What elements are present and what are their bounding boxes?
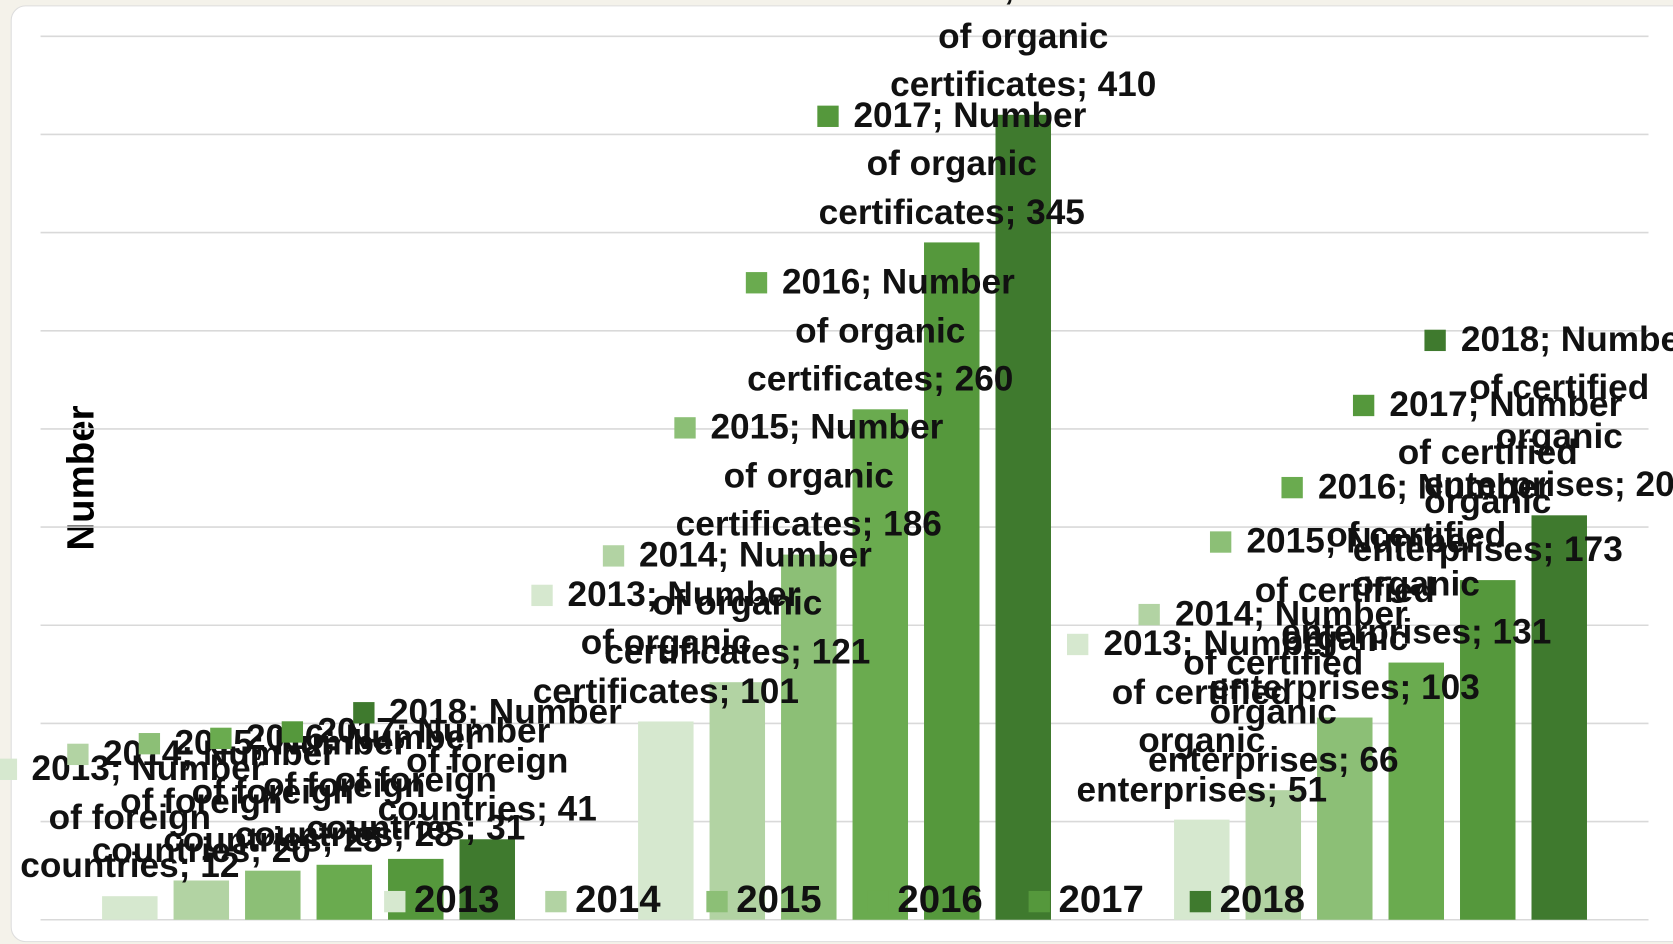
data-label: 2017; Number of organic certificates; 34… — [808, 90, 1096, 236]
data-label-key — [1281, 476, 1304, 499]
data-label-key — [66, 743, 89, 765]
data-label-key — [352, 702, 375, 724]
data-label-text: 2014; Number of organic certificates; 12… — [604, 534, 872, 671]
bar — [1531, 515, 1587, 920]
data-label-key — [138, 733, 160, 755]
data-label-key — [281, 721, 303, 744]
data-label: 2017; Number of certified organic enterp… — [1344, 379, 1632, 573]
legend-label: 2018 — [1220, 878, 1305, 921]
bar — [245, 870, 301, 920]
data-label-text: 2016; Number of organic certificates; 26… — [747, 261, 1015, 399]
data-label-text: 2014; Number of certified organic enterp… — [1148, 593, 1408, 779]
bar — [1245, 790, 1302, 920]
bar — [781, 554, 837, 920]
data-label: 2017; Number of foreign countries; 31 — [272, 707, 560, 853]
data-label: 2018; Number of organic certificates; 41… — [879, 0, 1167, 108]
data-label-key — [674, 417, 696, 439]
data-label-key — [1210, 531, 1232, 554]
data-label-key — [531, 584, 553, 606]
bar — [1317, 717, 1373, 920]
data-label: 2013; Number of certified organic enterp… — [1058, 619, 1346, 813]
data-label: 2015; Number of organic certificates; 18… — [665, 402, 953, 548]
data-label-text: 2017; Number of certified organic enterp… — [1352, 383, 1623, 569]
data-label: 2013; Number of foreign countries; 12 — [0, 744, 274, 890]
data-label: 2016; Number of organic certificates; 26… — [736, 257, 1024, 403]
bar — [924, 242, 980, 920]
data-label: 2014; Number of organic certificates; 12… — [593, 530, 881, 676]
legend-label: 2017 — [1058, 878, 1143, 921]
legend-label: 2014 — [575, 878, 661, 921]
data-label: 2015; Number of certified organic enterp… — [1201, 517, 1489, 711]
data-label-key — [209, 727, 232, 749]
data-label-key — [1353, 394, 1375, 416]
data-label-text: 2017; Number of organic certificates; 34… — [818, 94, 1087, 232]
legend-swatch — [1028, 890, 1050, 913]
data-label-text: 2013; Number of certified organic enterp… — [1076, 623, 1337, 809]
bar — [852, 409, 909, 920]
legend-swatch — [867, 890, 889, 913]
data-label: 2016; Number of foreign countries; 28 — [200, 713, 488, 859]
data-label-key — [817, 105, 839, 127]
legend-swatch — [706, 890, 728, 913]
bar — [459, 839, 516, 920]
data-label-text: 2016; Number of foreign countries; 28 — [234, 716, 479, 854]
legend-label: 2013 — [414, 878, 499, 921]
data-label: 2016; Number of certified organic enterp… — [1272, 462, 1560, 656]
data-label-text: 2013; Number of foreign countries; 12 — [20, 748, 265, 885]
data-label-text: 2017; Number of foreign countries; 31 — [306, 711, 551, 848]
y-axis-label: Number — [59, 405, 102, 550]
legend-swatch — [1189, 890, 1212, 913]
bar — [102, 896, 158, 920]
data-label-key — [602, 545, 625, 567]
data-label-key — [1138, 604, 1161, 626]
bar — [1388, 662, 1445, 920]
data-label-text: 2015; Number of certified organic enterp… — [1209, 521, 1480, 707]
data-label-text: 2018; Number of foreign countries; 41 — [377, 691, 622, 829]
bar — [173, 880, 230, 920]
legend-swatch — [545, 890, 567, 913]
data-label-key — [745, 272, 768, 294]
data-label-key — [1424, 329, 1446, 351]
legend-label: 2016 — [897, 878, 982, 921]
data-label-key — [0, 758, 17, 781]
data-label: 2018; Number of foreign countries; 41 — [343, 687, 631, 833]
data-label: 2014; Number of certified organic enterp… — [1129, 589, 1417, 783]
data-label-key — [1067, 633, 1089, 656]
bar — [316, 864, 373, 920]
data-label-text: 2016; Number of certified organic enterp… — [1281, 466, 1552, 652]
bar — [995, 114, 1051, 920]
data-label: 2018; Number of certified organic enterp… — [1415, 315, 1673, 509]
data-label-text: 2015; Number of organic certificates; 18… — [675, 406, 944, 544]
data-label: 2013; Number of organic certificates; 10… — [522, 569, 810, 715]
bar — [709, 682, 766, 920]
bar — [638, 721, 694, 920]
bar — [1460, 580, 1516, 920]
data-label-text: 2018; Number of organic certificates; 41… — [890, 0, 1158, 104]
legend-label: 2015 — [736, 878, 821, 921]
data-label-text: 2013; Number of organic certificates; 10… — [532, 573, 801, 711]
legend-swatch — [384, 890, 406, 913]
data-label-text: 2018; Number of certified organic enterp… — [1424, 318, 1673, 505]
